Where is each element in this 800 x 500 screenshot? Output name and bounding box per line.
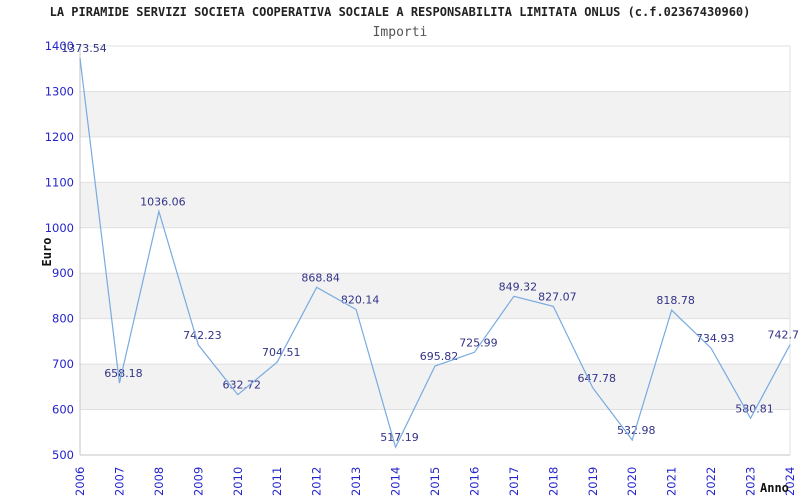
x-tick-label: 2021 — [665, 467, 679, 496]
x-tick-label: 2023 — [744, 467, 758, 496]
data-label: 820.14 — [341, 294, 380, 307]
x-tick-label: 2011 — [270, 467, 284, 496]
x-tick-label: 2020 — [625, 467, 639, 496]
y-tick-label: 1100 — [45, 175, 74, 189]
y-tick-label: 1200 — [45, 130, 74, 144]
x-tick-label: 2010 — [231, 467, 245, 496]
data-label: 868.84 — [301, 271, 340, 284]
data-label: 849.32 — [499, 280, 538, 293]
y-tick-label: 900 — [52, 266, 74, 280]
plot-band — [80, 182, 790, 228]
data-label: 742.7 — [768, 329, 800, 342]
y-tick-label: 1300 — [45, 84, 74, 98]
x-axis-title: Anno — [760, 481, 789, 495]
x-axis-tick-labels: 2006 2007 2008 2009 2010 2011 2012 2013 2014 2015… — [73, 467, 797, 496]
x-tick-label: 2016 — [467, 467, 481, 496]
x-tick-label: 2009 — [191, 467, 205, 496]
chart-subtitle: Importi — [372, 25, 428, 40]
y-axis-tick-labels: 1400 1300 1200 1100 1000 900 800 700 600 500 — [45, 39, 74, 462]
data-label: 818.78 — [656, 294, 695, 307]
x-tick-label: 2015 — [428, 467, 442, 496]
gridline-layer — [79, 45, 791, 456]
data-label: 742.23 — [183, 329, 222, 342]
y-tick-label: 1400 — [45, 39, 74, 53]
x-tick-label: 2024 — [783, 467, 797, 496]
data-label: 580.81 — [735, 402, 774, 415]
x-tick-label: 2013 — [349, 467, 363, 496]
x-tick-label: 2019 — [586, 467, 600, 496]
y-tick-label: 700 — [52, 357, 74, 371]
plot-band — [80, 364, 790, 410]
data-label: 695.82 — [420, 350, 459, 363]
data-label: 1036.06 — [140, 195, 186, 208]
x-tick-label: 2007 — [112, 467, 126, 496]
data-label: 704.51 — [262, 346, 301, 359]
y-tick-label: 500 — [52, 448, 74, 462]
data-label: 1373.54 — [61, 42, 107, 55]
data-label: 647.78 — [578, 372, 617, 385]
data-label: 827.07 — [538, 290, 577, 303]
x-tick-label: 2014 — [389, 467, 403, 496]
y-axis-title: Euro — [40, 238, 54, 267]
x-tick-label: 2006 — [73, 467, 87, 496]
data-label: 725.99 — [459, 336, 498, 349]
x-tick-label: 2017 — [507, 467, 521, 496]
plot-band — [80, 91, 790, 137]
x-tick-label: 2012 — [310, 467, 324, 496]
x-tick-label: 2018 — [546, 467, 560, 496]
data-label: 532.98 — [617, 424, 656, 437]
y-tick-label: 800 — [52, 312, 74, 326]
data-label: 658.18 — [104, 367, 143, 380]
chart-title: LA PIRAMIDE SERVIZI SOCIETA COOPERATIVA … — [49, 5, 751, 19]
band-layer — [80, 91, 790, 410]
x-tick-label: 2022 — [704, 467, 718, 496]
x-tick-label: 2008 — [152, 467, 166, 496]
y-tick-label: 1000 — [45, 221, 74, 235]
y-tick-label: 600 — [52, 403, 74, 417]
series-line — [79, 57, 791, 449]
